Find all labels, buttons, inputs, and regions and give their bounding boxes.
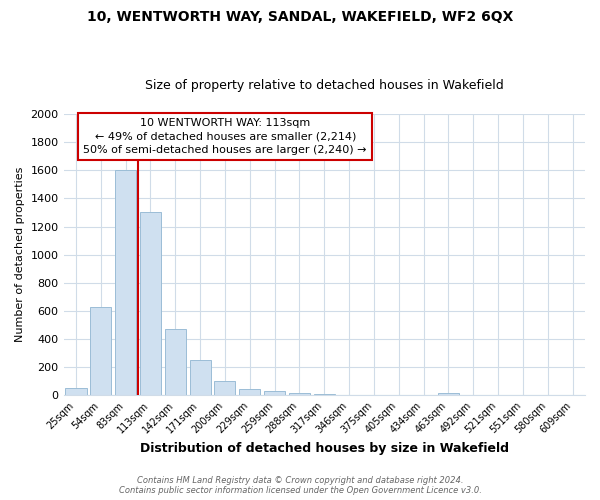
Bar — [239, 388, 260, 396]
Bar — [65, 388, 86, 396]
Bar — [214, 381, 235, 396]
Bar — [289, 392, 310, 396]
Bar — [190, 360, 211, 396]
Text: 10 WENTWORTH WAY: 113sqm
← 49% of detached houses are smaller (2,214)
50% of sem: 10 WENTWORTH WAY: 113sqm ← 49% of detach… — [83, 118, 367, 154]
X-axis label: Distribution of detached houses by size in Wakefield: Distribution of detached houses by size … — [140, 442, 509, 455]
Bar — [264, 392, 285, 396]
Text: 10, WENTWORTH WAY, SANDAL, WAKEFIELD, WF2 6QX: 10, WENTWORTH WAY, SANDAL, WAKEFIELD, WF… — [87, 10, 513, 24]
Y-axis label: Number of detached properties: Number of detached properties — [15, 167, 25, 342]
Title: Size of property relative to detached houses in Wakefield: Size of property relative to detached ho… — [145, 79, 503, 92]
Bar — [140, 212, 161, 396]
Bar — [90, 308, 112, 396]
Bar — [314, 394, 335, 396]
Bar — [438, 393, 459, 396]
Bar — [165, 329, 186, 396]
Bar — [115, 170, 136, 396]
Text: Contains HM Land Registry data © Crown copyright and database right 2024.
Contai: Contains HM Land Registry data © Crown c… — [119, 476, 481, 495]
